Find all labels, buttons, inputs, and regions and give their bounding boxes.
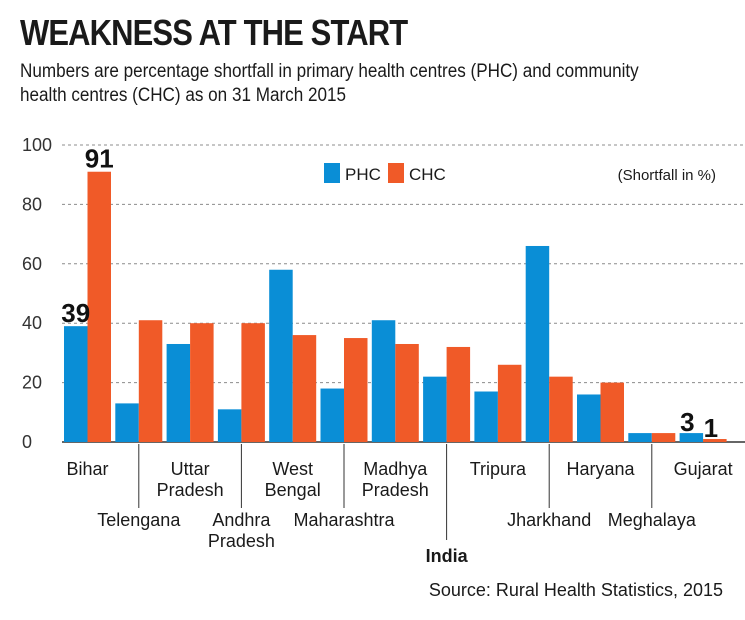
bar-phc-jharkhand [525,245,550,442]
category-label-gujarat: Gujarat [674,459,733,479]
bar-chc-maharashtra [344,338,368,442]
bar-chc-jharkhand [549,376,573,442]
bar-phc-uttar-pradesh [166,343,191,442]
category-labels: Bihar Telengana Uttar Pradesh Andhra Pradesh W… [66,444,733,566]
y-tick-label-0: 0 [22,432,32,452]
category-label-bihar: Bihar [66,459,108,479]
data-label-bihar-phc: 39 [61,298,90,328]
bar-chc-india [446,346,471,442]
data-labels: 39 91 3 1 [61,144,718,443]
y-tick-label-40: 40 [22,313,42,333]
bar-chc-telengana [138,320,163,442]
y-tick-label-20: 20 [22,373,42,393]
bar-chc-andhra-pradesh [241,323,265,442]
category-label-andhra-pradesh: Andhra Pradesh [208,510,275,551]
legend: PHC CHC [324,163,446,184]
category-label-west-bengal: West Bengal [265,459,321,500]
category-label-jharkhand: Jharkhand [507,510,591,530]
data-label-gujarat-phc: 3 [680,407,694,437]
y-tick-label-80: 80 [22,194,42,214]
bar-chc-gujarat [703,439,727,442]
category-label-india: India [426,546,469,566]
chart-subtitle: Numbers are percentage shortfall in prim… [20,61,639,106]
y-tick-label-100: 100 [22,135,52,155]
bar-chc-west-bengal [292,335,317,442]
bar-chc-madhya-pradesh [395,343,419,442]
bars [64,171,727,443]
bar-phc-gujarat [679,433,704,442]
data-label-gujarat-chc: 1 [704,413,718,443]
category-label-telengana: Telengana [97,510,181,530]
bar-phc-bihar [64,326,88,442]
legend-label-phc: PHC [345,165,381,184]
bar-phc-telengana [115,403,139,442]
bar-phc-haryana [577,394,601,442]
category-label-uttar-pradesh: Uttar Pradesh [157,459,224,500]
y-tick-label-60: 60 [22,254,42,274]
bar-phc-andhra-pradesh [217,409,242,442]
category-label-meghalaya: Meghalaya [608,510,697,530]
chart-title: WEAKNESS AT THE START [20,12,408,53]
bar-chc-uttar-pradesh [190,323,214,442]
bar-phc-maharashtra [320,388,344,442]
legend-swatch-chc [388,163,404,183]
bar-chc-bihar [87,171,111,443]
bar-phc-india [423,376,447,442]
category-label-haryana: Haryana [566,459,635,479]
bar-phc-tripura [474,391,498,442]
bar-phc-meghalaya [628,433,652,442]
legend-label-chc: CHC [409,165,446,184]
bar-chc-tripura [497,364,522,442]
bar-chc-meghalaya [651,433,676,442]
bar-phc-west-bengal [269,269,293,442]
data-label-bihar-chc: 91 [85,144,114,174]
unit-note: (Shortfall in %) [618,167,716,184]
category-label-madhya-pradesh: Madhya Pradesh [362,459,429,500]
bar-chc-haryana [600,382,624,442]
source-note: Source: Rural Health Statistics, 2015 [428,580,723,600]
bar-phc-madhya-pradesh [371,320,396,442]
legend-swatch-phc [324,163,340,183]
category-label-tripura: Tripura [470,459,527,479]
category-label-maharashtra: Maharashtra [293,510,395,530]
